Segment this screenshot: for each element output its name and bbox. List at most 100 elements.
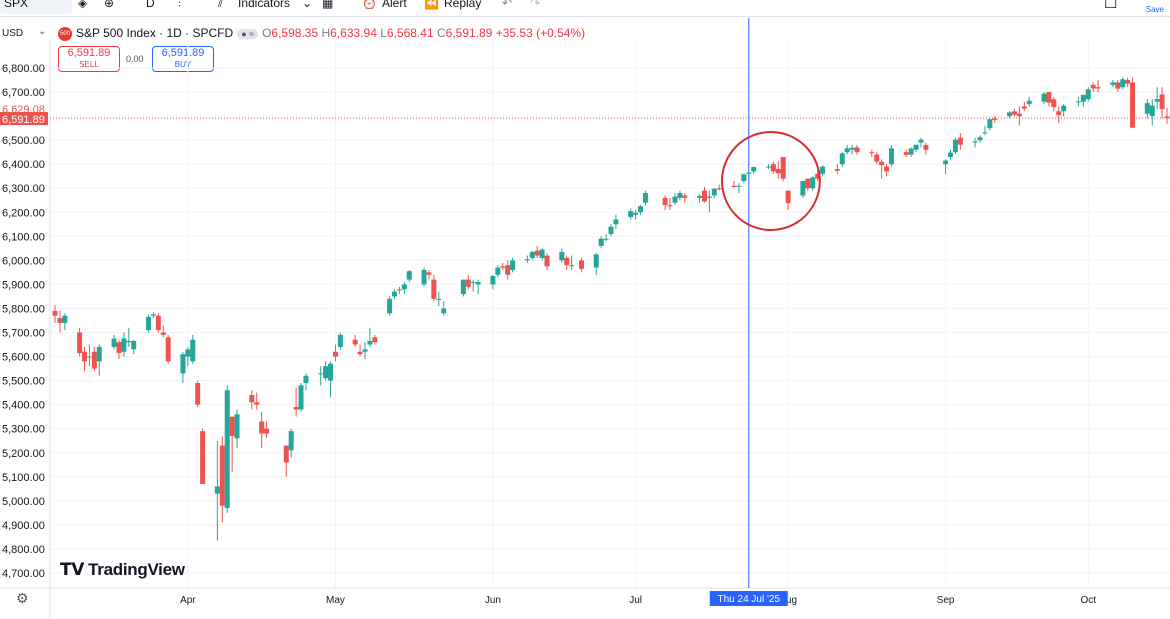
candle-body-down[interactable] bbox=[165, 337, 171, 362]
candle-body-up[interactable] bbox=[765, 166, 771, 168]
candle-body-down[interactable] bbox=[357, 351, 363, 355]
candle-body-up[interactable] bbox=[367, 340, 373, 345]
candle-body-up[interactable] bbox=[1007, 112, 1013, 117]
candle-body-up[interactable] bbox=[318, 373, 324, 375]
candle-body-up[interactable] bbox=[800, 181, 806, 196]
candle-body-down[interactable] bbox=[91, 351, 97, 369]
candle-body-down[interactable] bbox=[465, 279, 471, 287]
currency-selector[interactable]: USD bbox=[2, 28, 24, 39]
currency-chevron-icon[interactable]: ⌄ bbox=[38, 26, 47, 37]
annotation-circle[interactable] bbox=[721, 131, 821, 232]
candle-body-down[interactable] bbox=[1095, 87, 1101, 89]
candle-body-up[interactable] bbox=[180, 354, 186, 374]
candle-body-up[interactable] bbox=[86, 356, 92, 358]
candle-body-up[interactable] bbox=[406, 271, 412, 280]
candle-body-down[interactable] bbox=[155, 315, 161, 331]
candle-body-down[interactable] bbox=[116, 342, 122, 353]
candle-body-down[interactable] bbox=[805, 178, 811, 189]
candle-body-up[interactable] bbox=[62, 315, 68, 323]
candle-body-up[interactable] bbox=[1080, 94, 1086, 102]
candle-body-up[interactable] bbox=[642, 193, 648, 203]
candle-body-up[interactable] bbox=[1041, 93, 1047, 102]
legend-title[interactable]: S&P 500 Index · 1D · SPCFD bbox=[76, 26, 234, 40]
save-button[interactable]: Save bbox=[1145, 5, 1164, 14]
candle-body-down[interactable] bbox=[352, 339, 358, 345]
candle-body-up[interactable] bbox=[96, 346, 102, 362]
add-symbol-icon[interactable]: ⊕ bbox=[104, 0, 115, 10]
candle-body-down[interactable] bbox=[1164, 116, 1170, 119]
candle-body-up[interactable] bbox=[628, 211, 634, 218]
candle-body-down[interactable] bbox=[1159, 94, 1165, 110]
indicators-button[interactable]: Indicators bbox=[238, 0, 291, 10]
candle-body-up[interactable] bbox=[121, 338, 127, 352]
candle-body-up[interactable] bbox=[387, 298, 393, 314]
candle-body-up[interactable] bbox=[952, 139, 958, 153]
candle-body-up[interactable] bbox=[913, 144, 919, 150]
candle-body-down[interactable] bbox=[229, 416, 235, 436]
candle-body-down[interactable] bbox=[884, 166, 890, 172]
candle-body-down[interactable] bbox=[505, 265, 511, 275]
candle-body-up[interactable] bbox=[337, 334, 343, 347]
candle-body-up[interactable] bbox=[948, 152, 954, 157]
legend-toggle-icon[interactable]: ● ≈ bbox=[237, 28, 259, 39]
candle-body-up[interactable] bbox=[214, 486, 220, 494]
candle-body-down[interactable] bbox=[869, 152, 875, 154]
alert-button[interactable]: Alert bbox=[382, 0, 407, 10]
candle-body-up[interactable] bbox=[982, 132, 988, 134]
candle-body-up[interactable] bbox=[323, 366, 329, 379]
candle-body-down[interactable] bbox=[426, 272, 432, 275]
candle-body-up[interactable] bbox=[1120, 79, 1126, 88]
candle-body-up[interactable] bbox=[918, 139, 924, 143]
candle-body-down[interactable] bbox=[249, 395, 255, 403]
candle-body-down[interactable] bbox=[77, 332, 83, 353]
replay-button[interactable]: Replay bbox=[444, 0, 482, 10]
candle-body-up[interactable] bbox=[810, 177, 816, 189]
candle-body-down[interactable] bbox=[1046, 92, 1052, 103]
candle-body-up[interactable] bbox=[598, 238, 604, 246]
candle-body-up[interactable] bbox=[470, 282, 476, 284]
candle-body-up[interactable] bbox=[736, 185, 742, 187]
candle-body-down[interactable] bbox=[431, 279, 437, 299]
candle-body-up[interactable] bbox=[475, 282, 481, 285]
candle-body-up[interactable] bbox=[608, 226, 614, 234]
sell-button[interactable]: 6,591.89 SELL bbox=[58, 46, 120, 72]
candle-body-up[interactable] bbox=[888, 148, 894, 165]
candle-body-down[interactable] bbox=[1130, 82, 1136, 128]
candle-body-down[interactable] bbox=[57, 318, 63, 323]
candle-body-up[interactable] bbox=[303, 375, 309, 384]
candle-body-down[interactable] bbox=[701, 190, 707, 202]
candle-body-up[interactable] bbox=[298, 385, 304, 410]
candle-body-down[interactable] bbox=[372, 337, 378, 343]
candle-body-down[interactable] bbox=[1115, 82, 1121, 89]
candle-body-down[interactable] bbox=[293, 407, 299, 410]
redo-icon[interactable]: ↷ bbox=[530, 0, 541, 10]
candle-body-up[interactable] bbox=[441, 308, 447, 314]
candle-body-down[interactable] bbox=[254, 402, 260, 405]
candle-body-up[interactable] bbox=[1026, 100, 1032, 105]
candle-body-down[interactable] bbox=[1056, 111, 1062, 116]
candle-body-down[interactable] bbox=[716, 188, 722, 190]
candle-body-up[interactable] bbox=[111, 338, 117, 347]
candle-body-up[interactable] bbox=[977, 137, 983, 141]
candle-body-up[interactable] bbox=[126, 340, 132, 343]
candle-body-down[interactable] bbox=[731, 185, 737, 188]
candle-body-up[interactable] bbox=[1075, 101, 1081, 103]
candle-body-up[interactable] bbox=[820, 166, 826, 174]
candle-body-up[interactable] bbox=[972, 141, 978, 143]
candle-body-up[interactable] bbox=[1144, 103, 1150, 114]
candle-body-up[interactable] bbox=[510, 260, 516, 270]
candle-body-down[interactable] bbox=[957, 137, 963, 145]
candle-body-up[interactable] bbox=[839, 153, 845, 165]
candle-body-up[interactable] bbox=[672, 196, 678, 203]
candle-body-down[interactable] bbox=[874, 154, 880, 162]
candle-body-up[interactable] bbox=[150, 314, 156, 316]
candle-body-down[interactable] bbox=[332, 351, 338, 357]
candle-body-up[interactable] bbox=[706, 196, 712, 198]
candle-body-down[interactable] bbox=[1125, 80, 1131, 84]
candle-body-up[interactable] bbox=[392, 291, 398, 297]
candle-body-up[interactable] bbox=[1110, 82, 1116, 85]
candle-body-up[interactable] bbox=[145, 316, 151, 331]
candle-body-up[interactable] bbox=[603, 238, 609, 240]
candle-body-up[interactable] bbox=[1085, 89, 1091, 100]
